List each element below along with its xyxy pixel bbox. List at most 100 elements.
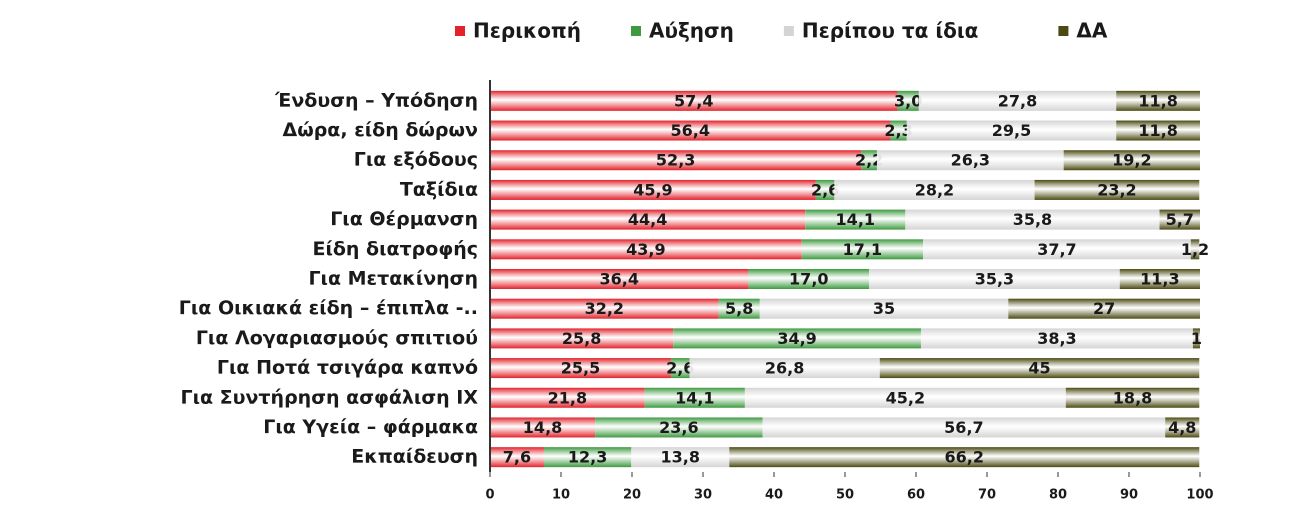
legend-label: Περίπου τα ίδια xyxy=(802,19,979,43)
value-label: 14,1 xyxy=(675,388,714,407)
bar-segment xyxy=(729,447,1200,468)
bar-segment xyxy=(490,239,802,260)
category-label: Για εξόδους xyxy=(354,149,478,171)
value-label: 2,6 xyxy=(666,359,694,378)
value-label: 2,6 xyxy=(811,180,839,199)
bar-segment xyxy=(490,209,806,230)
x-tick-label: 30 xyxy=(694,488,712,503)
value-label: 23,2 xyxy=(1097,180,1136,199)
bar-segment xyxy=(920,328,1193,349)
bar-segment xyxy=(490,298,719,319)
bar-segment xyxy=(1116,120,1200,141)
x-tick-label: 0 xyxy=(485,488,494,503)
x-tick-label: 40 xyxy=(765,488,783,503)
bar-segment xyxy=(595,417,763,438)
value-label: 12,3 xyxy=(568,448,607,467)
category-label: Για Θέρμανση xyxy=(330,208,478,230)
bar-segment xyxy=(1119,269,1200,289)
bar-segment xyxy=(861,150,877,171)
value-label: 7,6 xyxy=(503,448,531,467)
legend-swatch xyxy=(1058,26,1069,36)
x-tick-label: 50 xyxy=(836,488,854,503)
value-label: 11,3 xyxy=(1140,270,1179,289)
bar-segment xyxy=(1008,298,1200,319)
value-label: 18,8 xyxy=(1113,388,1152,407)
bar-segment xyxy=(490,90,898,111)
value-label: 27 xyxy=(1093,299,1115,318)
value-label: 25,5 xyxy=(561,359,600,378)
value-label: 52,3 xyxy=(656,151,695,170)
value-label: 13,8 xyxy=(661,448,700,467)
bar-segment xyxy=(759,298,1009,319)
category-label: Για Υγεία – φάρμακα xyxy=(263,416,478,438)
value-label: 4,8 xyxy=(1168,418,1196,437)
legend-label: Αύξηση xyxy=(649,19,734,43)
bar-segment xyxy=(744,387,1066,408)
x-tick-label: 10 xyxy=(552,488,570,503)
x-tick-label: 60 xyxy=(907,488,925,503)
bar-segment xyxy=(879,358,1200,379)
x-tick-label: 90 xyxy=(1120,488,1138,503)
value-label: 27,8 xyxy=(998,91,1037,110)
bar-segment xyxy=(671,358,690,379)
value-label: 26,3 xyxy=(951,151,990,170)
value-label: 23,6 xyxy=(659,418,698,437)
bar-segment xyxy=(1159,209,1200,230)
value-label: 36,4 xyxy=(599,270,638,289)
value-label: 56,7 xyxy=(944,418,983,437)
bar-segment xyxy=(906,120,1117,141)
legend-label: ΔΑ xyxy=(1076,19,1107,43)
value-label: 32,2 xyxy=(585,299,624,318)
bar-segment xyxy=(689,358,880,379)
bar-segment xyxy=(869,269,1120,289)
bar-segment xyxy=(490,328,674,349)
x-tick-label: 80 xyxy=(1049,488,1067,503)
value-label: 28,2 xyxy=(915,180,954,199)
value-label: 45,2 xyxy=(886,388,925,407)
bar-segment xyxy=(644,387,745,408)
value-label: 11,8 xyxy=(1138,91,1177,110)
bar-segment xyxy=(748,269,870,289)
bar-segment xyxy=(762,417,1166,438)
value-label: 11,8 xyxy=(1138,121,1177,140)
category-label: Για Συντήρηση ασφάλιση ΙΧ xyxy=(181,386,479,408)
bar-segment xyxy=(490,358,672,379)
value-label: 19,2 xyxy=(1112,151,1151,170)
bar-segment xyxy=(1192,328,1200,349)
bar-segment xyxy=(1190,239,1200,260)
bar-segment xyxy=(718,298,760,319)
bar-segment xyxy=(543,447,632,468)
value-label: 14,1 xyxy=(836,210,875,229)
value-label: 45 xyxy=(1028,359,1050,378)
value-label: 57,4 xyxy=(674,91,713,110)
category-label: Για Λογαριασμούς σπιτιού xyxy=(196,327,478,349)
value-label: 66,2 xyxy=(945,448,984,467)
value-label: 44,4 xyxy=(628,210,667,229)
bar-segment xyxy=(490,179,816,200)
value-label: 14,8 xyxy=(523,418,562,437)
bar-segment xyxy=(631,447,730,468)
value-label: 1 xyxy=(1191,329,1202,348)
category-label: Εκπαίδευση xyxy=(351,446,478,468)
value-label: 1,2 xyxy=(1181,240,1209,259)
bar-segment xyxy=(490,120,891,141)
bar-segment xyxy=(1165,417,1200,438)
value-label: 29,5 xyxy=(992,121,1031,140)
category-label: Δώρα, είδη δώρων xyxy=(282,119,478,141)
bar-segment xyxy=(918,90,1117,111)
bar-segment xyxy=(490,150,862,171)
category-label: Είδη διατροφής xyxy=(312,238,478,260)
category-label: Για Ποτά τσιγάρα καπνό xyxy=(217,357,478,379)
bar-segment xyxy=(490,417,596,438)
value-label: 21,8 xyxy=(548,388,587,407)
value-label: 26,8 xyxy=(765,359,804,378)
bar-segment xyxy=(490,269,749,289)
legend-swatch xyxy=(631,26,641,36)
x-tick-label: 70 xyxy=(978,488,996,503)
value-label: 38,3 xyxy=(1037,329,1076,348)
bar-segment xyxy=(897,90,919,111)
category-label: Ταξίδια xyxy=(400,178,478,200)
value-label: 3,0 xyxy=(894,91,922,110)
legend-swatch xyxy=(783,26,794,36)
